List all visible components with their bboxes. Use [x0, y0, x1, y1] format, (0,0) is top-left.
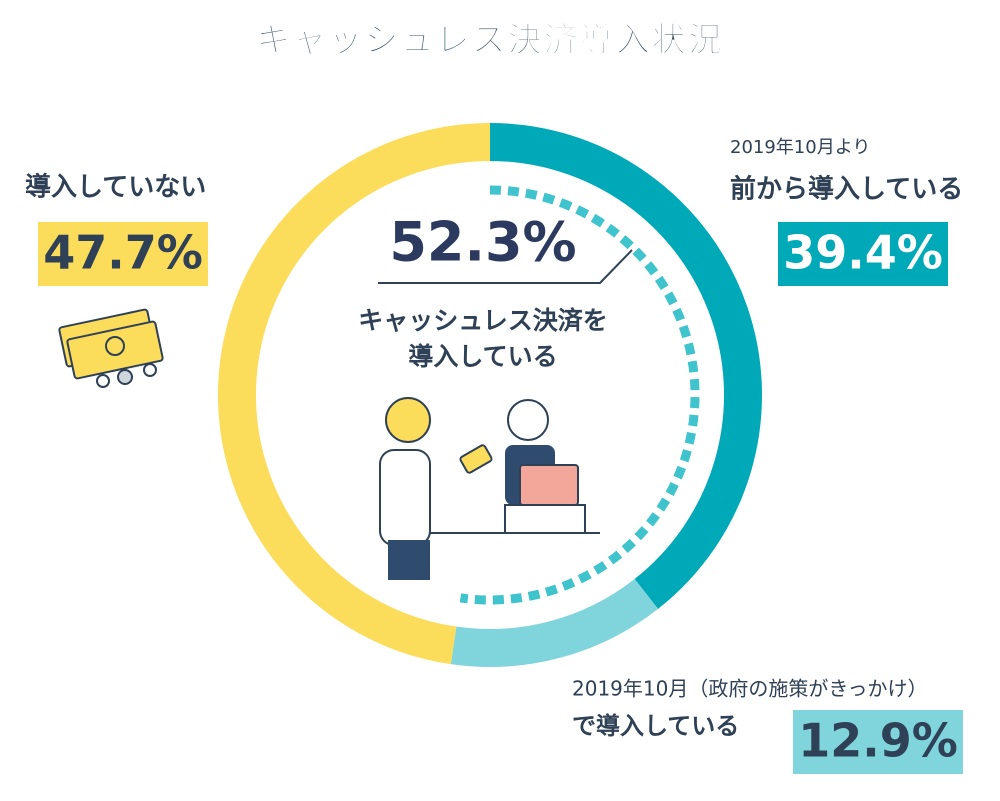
segment-label: 前から導入している: [730, 174, 963, 205]
donut-segment: [489, 123, 762, 609]
center-text: 導入している: [408, 342, 557, 371]
cash-icon: [58, 308, 164, 388]
center-value: 52.3%: [389, 211, 576, 274]
value-label: 47.7%: [43, 226, 203, 280]
segment-label: で導入している: [572, 712, 739, 740]
center-underline: [378, 249, 633, 284]
donut-segment: [218, 123, 491, 665]
shop-illustration: [379, 397, 600, 580]
donut-segment: [450, 578, 659, 667]
segment-label: 2019年10月（政府の施策がきっかけ）: [572, 677, 928, 701]
value-label-box: [38, 222, 208, 286]
center-text: キャッシュレス決済を: [358, 306, 608, 335]
segment-label: 導入していない: [25, 172, 206, 203]
chart-title: キャッシュレス決済導入状況: [256, 21, 723, 61]
value-label: 39.4%: [783, 226, 943, 280]
segment-label: 2019年10月より: [730, 137, 870, 158]
value-label-box: [793, 710, 963, 774]
value-label-box: [778, 222, 948, 286]
value-label: 12.9%: [798, 714, 958, 768]
center-arc: [459, 185, 700, 605]
